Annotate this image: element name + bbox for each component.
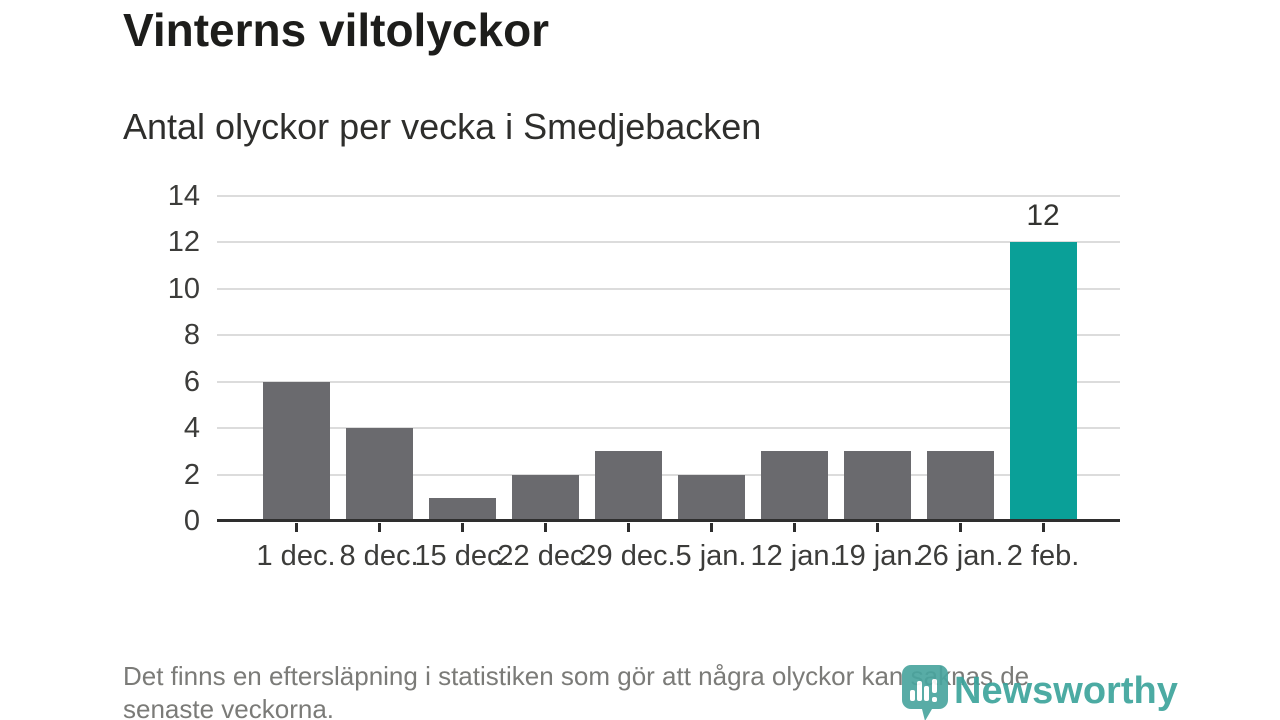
x-axis-tick bbox=[1041, 523, 1045, 532]
x-axis-label-22dec: 22 dec. bbox=[497, 540, 593, 572]
x-axis-tick bbox=[626, 523, 630, 532]
bar-15dec bbox=[428, 497, 496, 521]
gridline-y10 bbox=[217, 287, 1120, 290]
x-axis-tick bbox=[543, 523, 547, 532]
x-axis-label-26jan: 26 jan. bbox=[916, 540, 1004, 572]
gridline-y2 bbox=[217, 473, 1120, 476]
bar-5jan bbox=[677, 474, 745, 521]
y-axis-label-0: 0 bbox=[183, 505, 200, 537]
x-axis-label-15dec: 15 dec. bbox=[414, 540, 510, 572]
x-axis-tick bbox=[875, 523, 879, 532]
gridline-y8 bbox=[217, 334, 1120, 337]
x-axis-label-29dec: 29 dec. bbox=[580, 540, 676, 572]
newsworthy-wordmark: Newsworthy bbox=[954, 670, 1178, 712]
page-subtitle: Antal olyckor per vecka i Smedjebacken bbox=[123, 106, 762, 147]
x-axis-tick bbox=[792, 523, 796, 532]
bar-12jan bbox=[760, 451, 828, 521]
x-axis-label-12jan: 12 jan. bbox=[750, 540, 838, 572]
plot-area bbox=[217, 195, 1120, 532]
x-axis-tick bbox=[460, 523, 464, 532]
y-axis-label-4: 4 bbox=[183, 412, 200, 445]
x-axis-label-8dec: 8 dec. bbox=[339, 540, 419, 572]
gridline-y12 bbox=[217, 241, 1120, 244]
x-axis-tick bbox=[958, 523, 962, 532]
gridline-y6 bbox=[217, 380, 1120, 383]
x-axis-tick bbox=[709, 523, 713, 532]
bar-19jan bbox=[843, 451, 911, 521]
gridline-y14 bbox=[217, 195, 1120, 197]
y-axis-label-2: 2 bbox=[183, 458, 200, 491]
page-title: Vinterns viltolyckor bbox=[123, 4, 550, 56]
x-axis-label-2feb: 2 feb. bbox=[1006, 540, 1080, 572]
x-axis-tick bbox=[377, 523, 381, 532]
x-axis-label-19jan: 19 jan. bbox=[833, 540, 921, 572]
y-axis-label-8: 8 bbox=[183, 319, 200, 352]
y-axis-label-12: 12 bbox=[167, 226, 200, 259]
bar-8dec bbox=[345, 428, 413, 521]
newsworthy-bubble-barchart-icon bbox=[902, 665, 948, 720]
gridline-y4 bbox=[217, 427, 1120, 430]
x-axis-label-5jan: 5 jan. bbox=[675, 540, 747, 572]
bar-2feb bbox=[1009, 242, 1077, 521]
bar-22dec bbox=[511, 474, 579, 521]
highlight-value-label: 12 bbox=[1026, 199, 1060, 233]
bar-26jan bbox=[926, 451, 994, 521]
y-axis-label-6: 6 bbox=[183, 365, 200, 398]
y-axis-label-14: 14 bbox=[167, 180, 200, 212]
x-axis-tick bbox=[294, 523, 298, 532]
footer-note: Det finns en eftersläpning i statistiken… bbox=[123, 661, 1030, 720]
bar-1dec bbox=[262, 381, 330, 521]
x-axis-line bbox=[217, 519, 1120, 522]
x-axis-label-1dec: 1 dec. bbox=[256, 540, 336, 572]
bar-29dec bbox=[594, 451, 662, 521]
y-axis-label-10: 10 bbox=[167, 272, 200, 305]
